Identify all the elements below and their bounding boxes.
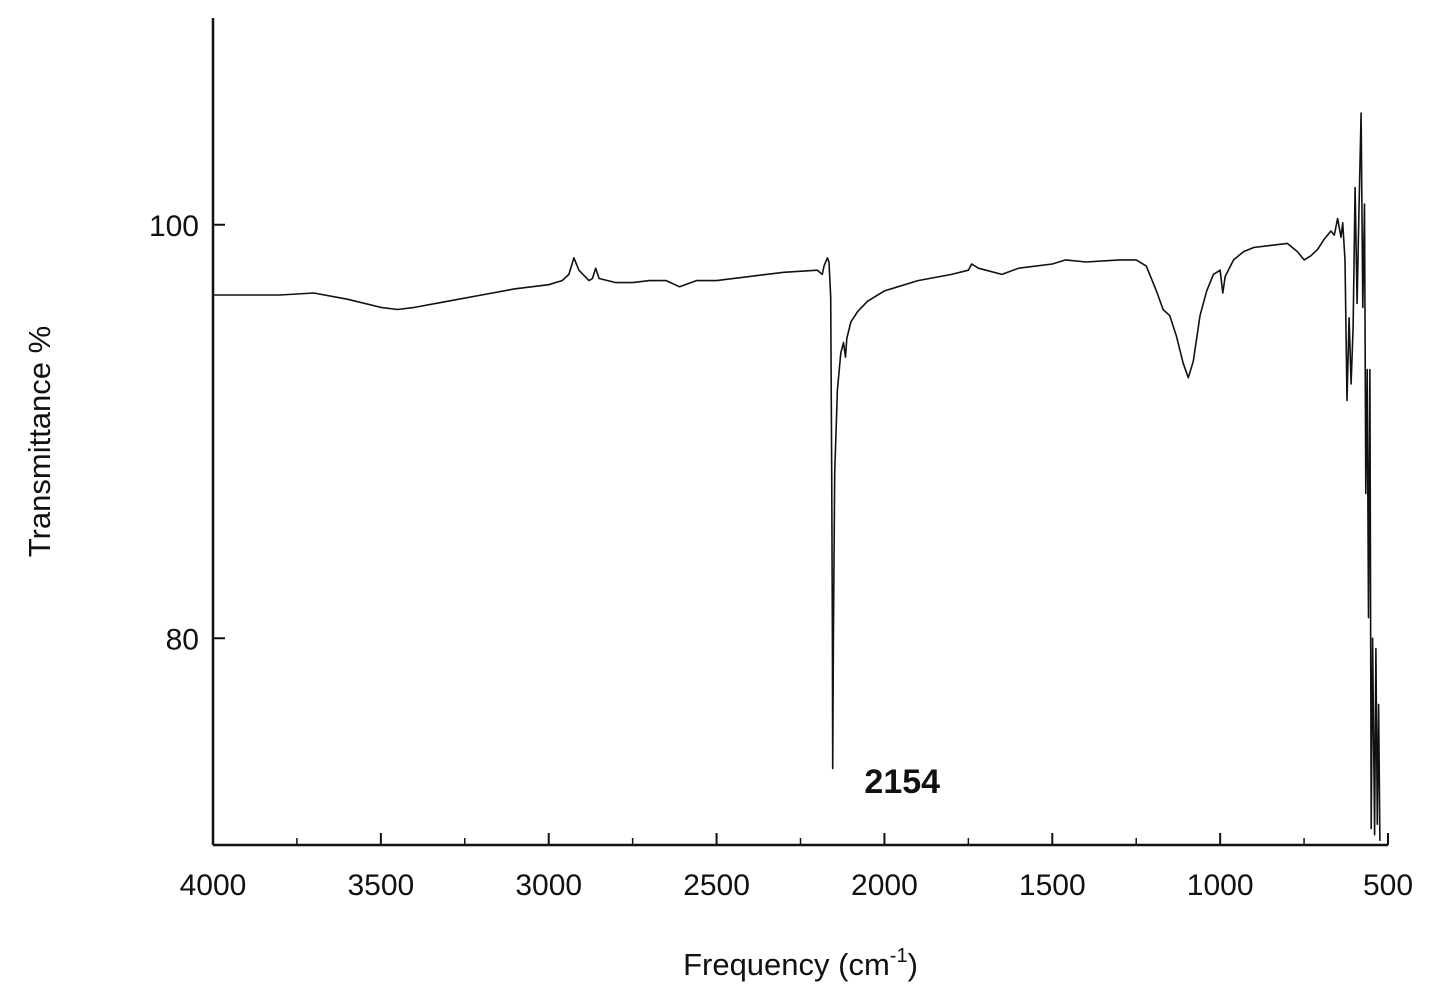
x-tick-label: 2000 xyxy=(851,869,918,902)
spectrum-line xyxy=(213,112,1381,841)
x-tick-label: 1000 xyxy=(1187,869,1254,902)
x-tick-label: 3500 xyxy=(347,869,414,902)
x-tick-label: 1500 xyxy=(1019,869,1086,902)
ticks: 4000 3500 3000 2500 2000 1500 1000 500 80 100 xyxy=(149,210,1413,902)
x-tick-label: 500 xyxy=(1363,869,1413,902)
series-layer xyxy=(213,112,1381,841)
y-tick-label: 100 xyxy=(149,210,199,243)
x-axis-title-suffix: ) xyxy=(908,947,918,982)
labels: Frequency (cm-1) Transmittance % 2154 xyxy=(22,326,940,982)
y-tick-label: 80 xyxy=(166,623,199,656)
axes xyxy=(211,18,1388,847)
y-axis-title: Transmittance % xyxy=(22,326,57,557)
peak-annotation-2154: 2154 xyxy=(864,763,940,801)
x-axis-title: Frequency (cm-1) xyxy=(683,945,918,982)
x-tick-label: 2500 xyxy=(683,869,750,902)
x-tick-label: 3000 xyxy=(515,869,582,902)
x-tick-label: 4000 xyxy=(180,869,247,902)
x-axis-title-main: Frequency (cm xyxy=(683,947,890,982)
x-axis-title-superscript: -1 xyxy=(890,945,908,967)
